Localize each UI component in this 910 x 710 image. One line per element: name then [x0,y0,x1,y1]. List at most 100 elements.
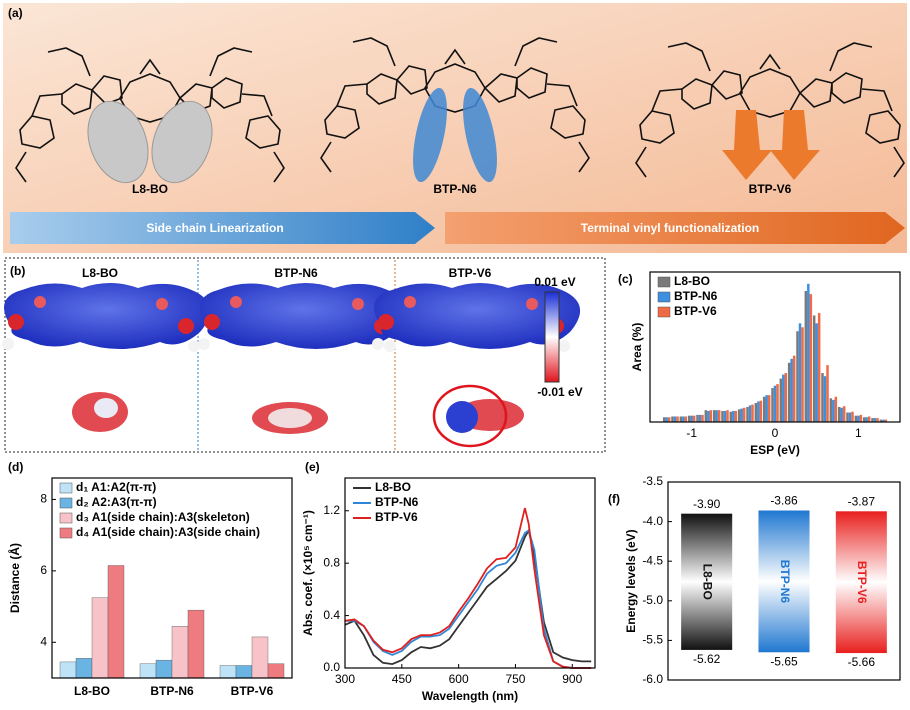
x-tick-label: 0 [772,426,779,440]
bar [251,636,269,679]
side-chain-highlight [722,110,772,180]
bar [751,404,754,422]
y-tick-label: 1.2 [323,503,340,517]
bar [823,376,827,422]
bar [139,663,157,679]
bar [882,419,885,422]
bar [846,412,849,422]
molecule-name: L8-BO [132,182,168,196]
bar [787,362,791,422]
bar [687,415,691,422]
plot-frame [667,481,901,681]
plot-frame [649,271,901,423]
x-axis-label: ESP (eV) [750,443,800,457]
bar [740,408,743,422]
y-tick-label: 4 [40,634,47,648]
bar [732,410,735,422]
bar [873,418,877,422]
bar [837,407,841,422]
bar [842,406,846,422]
legend-swatch [657,291,671,303]
side-chain-highlight [463,87,497,183]
bar [865,417,868,422]
bar [267,663,285,679]
bar [801,327,804,422]
bar [771,388,774,422]
x-tick-label: L8-BO [74,684,110,698]
legend-label: d₁ A1:A2(π-π) [76,480,156,494]
bar [742,407,746,422]
bar [765,395,768,422]
legend-label: d₄ A1(side chain):A3(side chain) [76,525,260,539]
bar [187,609,205,679]
bar [171,626,189,679]
legend-label: L8-BO [674,274,710,288]
x-tick-label: BTP-V6 [231,684,274,698]
bar [857,415,860,422]
colorbar [544,291,560,383]
legend-label: d₃ A1(side chain):A3(skeleton) [76,510,250,524]
arrow-label: Side chain Linearization [146,221,283,235]
bar [726,410,729,422]
plot-frame [51,477,293,679]
bar [692,415,696,422]
y-tick-label: -4.0 [642,514,663,528]
bar [665,417,668,422]
legend-label: d₂ A2:A3(π-π) [76,495,157,509]
bar [767,395,771,422]
bar [701,414,704,422]
side-chain-highlight [413,87,447,183]
panel-label: (a) [8,6,23,20]
bar [91,597,109,679]
colorbar-label: 0.01 eV [534,275,575,289]
bar [59,661,77,679]
y-tick-label: -5.5 [642,633,663,647]
bar [809,294,813,422]
bar [746,407,749,422]
y-tick-label: 0.0 [323,660,340,674]
plot-frame [344,477,596,669]
energy-bar [835,511,887,654]
legend-label: BTP-V6 [674,304,717,318]
bar [879,419,883,422]
x-tick-label: 450 [392,672,412,686]
bar [848,412,852,422]
legend-swatch [657,276,671,288]
bar [759,400,763,422]
y-tick-label: -6.0 [642,672,663,686]
bar [826,365,829,422]
value-label: -5.66 [848,655,876,669]
y-axis-label: Distance (Å) [7,543,22,613]
bar [821,373,824,422]
bar [721,410,724,422]
line [345,528,592,669]
bar [773,385,777,422]
panel-label: (d) [8,460,23,474]
bar [867,416,871,422]
legend-label: BTP-V6 [375,510,418,524]
bar [662,417,666,422]
bar [815,323,818,422]
value-label: -3.90 [693,497,721,511]
bar [792,355,796,422]
bar [729,411,733,422]
legend-label: BTP-N6 [375,495,419,509]
bar [75,658,93,679]
bar [155,659,173,679]
bar [840,407,843,422]
bar [859,414,863,422]
value-label: -3.87 [848,494,876,508]
bar [690,415,693,422]
bar [235,665,253,679]
bar [671,416,674,422]
side-chain-highlight [770,110,820,180]
bar [832,399,835,422]
bar [812,315,816,422]
bar [779,378,783,422]
arrow [10,212,435,244]
energy-bar [758,510,810,653]
bar [862,417,866,422]
bar [807,283,810,422]
bar [834,396,838,422]
value-label: -5.65 [770,654,798,668]
